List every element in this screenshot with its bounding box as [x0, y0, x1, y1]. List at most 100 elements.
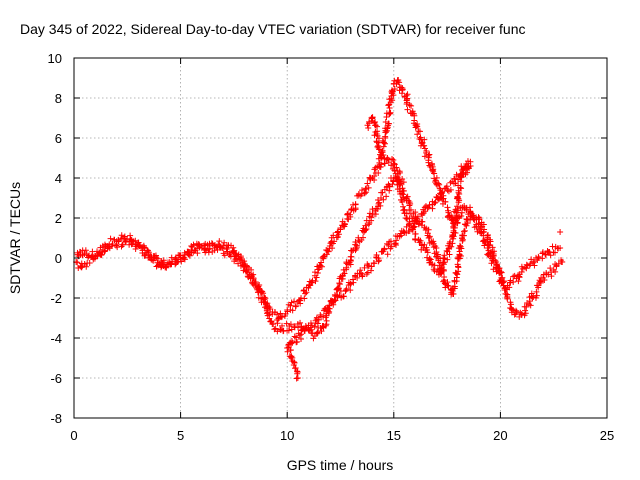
data-point-upper-track [427, 256, 434, 263]
data-point-lower-track [400, 187, 407, 194]
data-point-upper-track [388, 155, 395, 162]
data-point-lower-track [407, 206, 414, 213]
data-point-upper-track [364, 180, 371, 187]
data-point-lower-track [445, 282, 452, 289]
data-point-lower-track [404, 193, 411, 200]
y-tick-label: -8 [50, 411, 62, 426]
data-point-upper-track [511, 272, 518, 279]
data-point-lower-track [469, 212, 476, 219]
data-point-upper-track [82, 247, 89, 254]
data-point-spikes [391, 240, 398, 247]
data-point-spikes [421, 136, 428, 143]
data-point-spikes [383, 125, 390, 132]
data-point-lower-track [492, 261, 499, 268]
data-point-spikes [442, 185, 449, 192]
data-point-lower-track [115, 237, 122, 244]
data-point-spikes [408, 102, 415, 109]
data-point-lower-track [456, 242, 463, 249]
data-point-upper-track [515, 278, 522, 285]
data-point-lower-track [487, 238, 494, 245]
data-point-upper-track [390, 157, 397, 164]
data-point-upper-track [216, 238, 223, 245]
data-point-spikes [451, 224, 458, 231]
data-point-spikes [384, 240, 391, 247]
data-point-spikes [451, 222, 458, 229]
data-point-lower-track [490, 252, 497, 259]
data-point-lower-track [85, 254, 92, 261]
x-tick-label: 10 [280, 428, 294, 443]
data-point-spikes [374, 128, 381, 135]
data-point-spikes [453, 171, 460, 178]
data-point-spikes [364, 262, 371, 269]
data-point-upper-track [315, 266, 322, 273]
data-point-spikes [392, 232, 399, 239]
data-point-lower-track [347, 253, 354, 260]
data-point-lower-track [236, 256, 243, 263]
data-point-spikes [392, 242, 399, 249]
data-point-lower-track [129, 241, 136, 248]
data-point-spikes [365, 125, 372, 131]
data-points [73, 77, 566, 382]
data-point-spikes [379, 248, 386, 255]
data-point-lower-track [242, 262, 249, 269]
y-tick-label: 8 [55, 91, 62, 106]
data-point-lower-track [504, 295, 511, 302]
data-point-lower-track [510, 307, 517, 313]
data-point-spikes [387, 109, 394, 116]
data-point-lower-track [415, 221, 422, 228]
y-tick-labels: -8 -6 -4 -2 0 2 4 6 8 10 [48, 51, 62, 426]
data-point-lower-track [522, 310, 529, 317]
data-point-lower-track [407, 200, 414, 207]
data-point-spikes [416, 135, 423, 142]
data-point-spikes [334, 293, 341, 300]
data-point-upper-track [424, 249, 431, 256]
data-point-upper-track [291, 298, 298, 305]
data-point-spikes [370, 259, 377, 266]
data-point-lower-track [186, 252, 193, 259]
data-point-spikes [435, 180, 442, 187]
data-point-upper-track [330, 232, 337, 239]
data-point-spikes [415, 128, 422, 135]
data-point-lower-track [552, 268, 559, 275]
data-point-lower-track [457, 243, 464, 250]
data-point-lower-track [396, 169, 403, 176]
data-point-spikes [306, 327, 313, 334]
data-point-spikes [285, 342, 292, 349]
data-point-lower-track [114, 244, 121, 251]
data-point-upper-track [306, 282, 313, 289]
y-tick-label: -4 [50, 331, 62, 346]
data-point-lower-track [288, 326, 295, 333]
y-tick-label: 6 [55, 131, 62, 146]
data-point-lower-track [270, 321, 277, 328]
data-point-upper-track [277, 310, 284, 317]
data-point-spikes [382, 135, 389, 141]
data-point-lower-track [457, 253, 464, 260]
data-point-lower-track [484, 232, 491, 239]
data-point-lower-track [533, 288, 540, 295]
data-point-upper-track [314, 270, 321, 277]
data-point-upper-track [527, 261, 534, 267]
data-point-upper-track [320, 253, 327, 260]
data-point-upper-track [551, 249, 558, 256]
data-point-lower-track [439, 267, 446, 274]
data-point-lower-track [105, 243, 112, 250]
data-point-lower-track [235, 260, 242, 267]
data-point-upper-track [439, 260, 446, 267]
data-point-upper-track [388, 162, 395, 169]
data-point-lower-track [486, 242, 493, 249]
data-point-lower-track [146, 251, 153, 258]
data-point-lower-track [353, 242, 360, 249]
data-point-lower-track [322, 322, 329, 329]
data-point-upper-track [74, 259, 81, 266]
data-point-spikes [414, 131, 421, 138]
data-point-upper-track [334, 234, 341, 240]
x-tick-labels: 0 5 10 15 20 25 [70, 428, 614, 443]
data-point-upper-track [331, 238, 338, 245]
data-point-spikes [448, 213, 455, 220]
data-point-spikes [379, 147, 386, 154]
data-point-lower-track [369, 206, 376, 213]
data-point-spikes [287, 347, 294, 354]
data-point-lower-track [343, 266, 350, 273]
data-point-spikes [384, 124, 391, 131]
data-point-lower-track [193, 245, 200, 252]
